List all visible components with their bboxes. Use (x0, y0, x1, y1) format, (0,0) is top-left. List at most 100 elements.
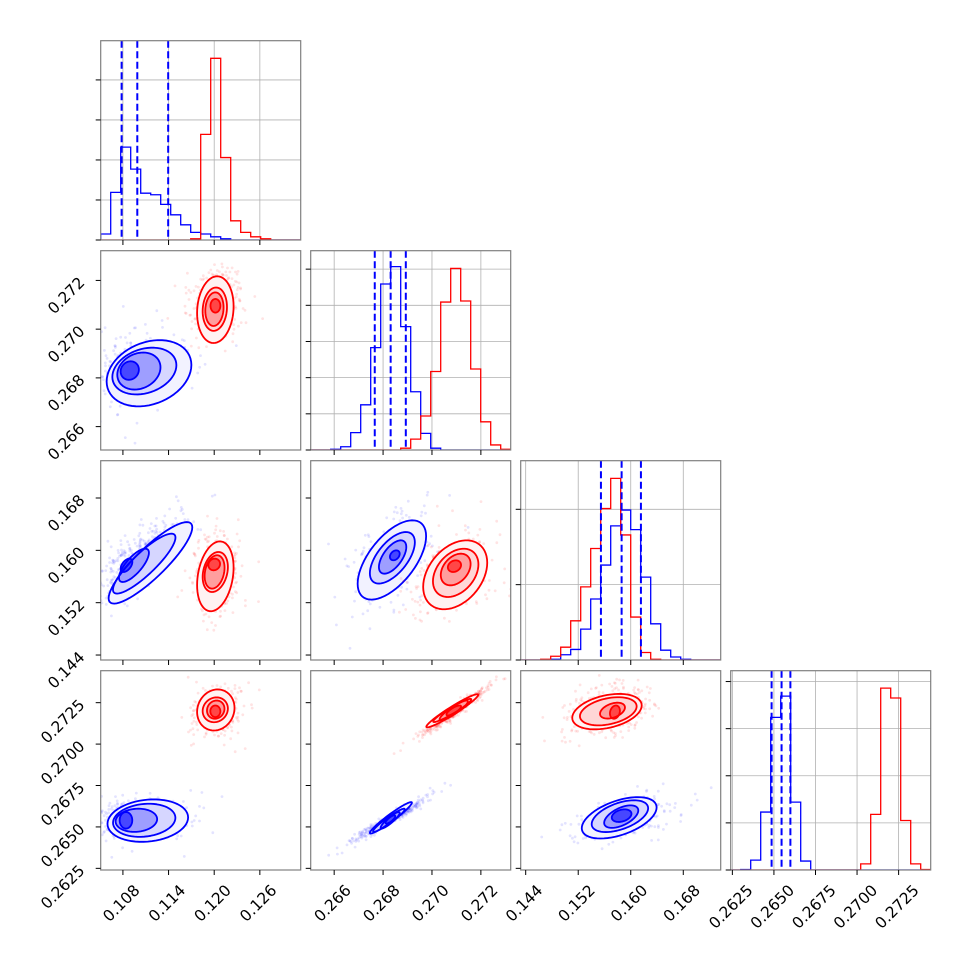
scatter-point-blue (119, 553, 123, 557)
scatter-point-blue (406, 499, 410, 503)
scatter-point-blue (175, 837, 179, 841)
scatter-point-blue (382, 530, 386, 534)
scatter-point-blue (359, 834, 362, 838)
scatter-point-blue (347, 839, 351, 842)
scatter-point-red (483, 689, 487, 693)
scatter-point-blue (196, 528, 200, 531)
scatter-point-red (490, 558, 494, 562)
scatter-point-blue (580, 818, 584, 822)
scatter-point-blue (354, 837, 358, 841)
scatter-point-blue (185, 806, 189, 809)
scatter-point-red (419, 610, 422, 614)
density-fill-red-level-4 (208, 558, 221, 571)
scatter-point-blue (395, 511, 399, 515)
scatter-point-blue (146, 540, 150, 543)
scatter-point-red (200, 607, 203, 611)
scatter-point-blue (147, 538, 151, 542)
scatter-point-blue (108, 556, 111, 560)
scatter-point-red (231, 592, 234, 596)
scatter-panel-3-vs-4 (515, 670, 722, 875)
scatter-point-red (401, 741, 405, 745)
scatter-point-red (231, 611, 235, 614)
scatter-point-red (457, 713, 460, 717)
scatter-point-red (482, 690, 486, 694)
scatter-point-red (411, 597, 414, 601)
scatter-point-blue (369, 826, 372, 830)
scatter-point-red (487, 688, 491, 691)
scatter-point-blue (198, 819, 201, 823)
scatter-point-red (204, 731, 208, 735)
scatter-point-red (242, 704, 246, 708)
scatter-point-blue (656, 789, 660, 793)
scatter-point-red (418, 730, 422, 734)
scatter-point-red (498, 533, 502, 537)
scatter-point-blue (335, 846, 339, 850)
scatter-point-blue (407, 810, 411, 814)
panel-frame (310, 670, 512, 871)
scatter-point-red (193, 317, 197, 320)
plot-area (327, 490, 511, 650)
scatter-point-red (186, 675, 190, 679)
scatter-point-blue (182, 339, 186, 342)
scatter-point-red (191, 713, 195, 716)
contour-blue-level-4 (118, 811, 134, 830)
scatter-point-blue (127, 554, 131, 557)
scatter-point-blue (180, 508, 184, 511)
scatter-point-blue (134, 791, 138, 795)
scatter-point-blue (113, 352, 117, 356)
scatter-point-blue (366, 533, 370, 537)
plot-area (540, 674, 713, 851)
scatter-point-red (202, 277, 206, 281)
scatter-point-red (216, 734, 220, 738)
scatter-point-red (231, 596, 234, 600)
scatter-point-blue (417, 800, 421, 804)
scatter-point-blue (110, 569, 114, 572)
scatter-point-blue (353, 845, 357, 849)
scatter-point-blue (352, 839, 355, 843)
scatter-point-blue (129, 548, 133, 552)
scatter-point-red (420, 730, 424, 734)
contour-red-level-3 (203, 554, 226, 590)
scatter-point-blue (366, 826, 369, 830)
scatter-point-blue (409, 810, 413, 814)
density-fill-blue-level-4 (385, 815, 396, 824)
scatter-point-blue (402, 813, 406, 817)
scatter-point-red (187, 298, 191, 301)
scatter-point-blue (148, 791, 152, 795)
scatter-point-blue (348, 839, 352, 843)
scatter-point-red (217, 734, 221, 738)
scatter-point-blue (179, 509, 183, 513)
scatter-point-red (474, 600, 478, 604)
scatter-point-blue (106, 539, 110, 543)
scatter-point-blue (361, 830, 364, 833)
scatter-point-blue (107, 804, 111, 808)
scatter-point-red (191, 591, 195, 594)
scatter-point-red (409, 590, 413, 594)
histogram-red (310, 267, 511, 450)
scatter-point-red (219, 685, 223, 689)
scatter-point-blue (101, 809, 104, 813)
scatter-point-blue (210, 494, 214, 498)
scatter-point-red (247, 681, 251, 685)
scatter-point-blue (356, 837, 360, 841)
scatter-point-blue (364, 832, 367, 835)
scatter-point-blue (119, 554, 123, 557)
scatter-point-red (196, 728, 200, 732)
scatter-point-red (189, 291, 193, 294)
scatter-point-blue (163, 525, 167, 529)
scatter-point-blue (389, 600, 393, 604)
scatter-point-red (436, 724, 440, 728)
scatter-point-red (227, 276, 231, 280)
scatter-point-red (476, 699, 480, 702)
scatter-point-red (471, 537, 475, 541)
scatter-point-red (236, 718, 239, 721)
scatter-point-red (236, 270, 240, 273)
scatter-point-red (487, 588, 491, 592)
scatter-point-red (485, 597, 489, 601)
scatter-point-blue (190, 820, 194, 824)
scatter-point-blue (581, 837, 585, 840)
plot-area (310, 250, 511, 450)
scatter-point-blue (120, 802, 124, 806)
scatter-point-red (495, 675, 498, 679)
scatter-point-blue (368, 627, 372, 631)
